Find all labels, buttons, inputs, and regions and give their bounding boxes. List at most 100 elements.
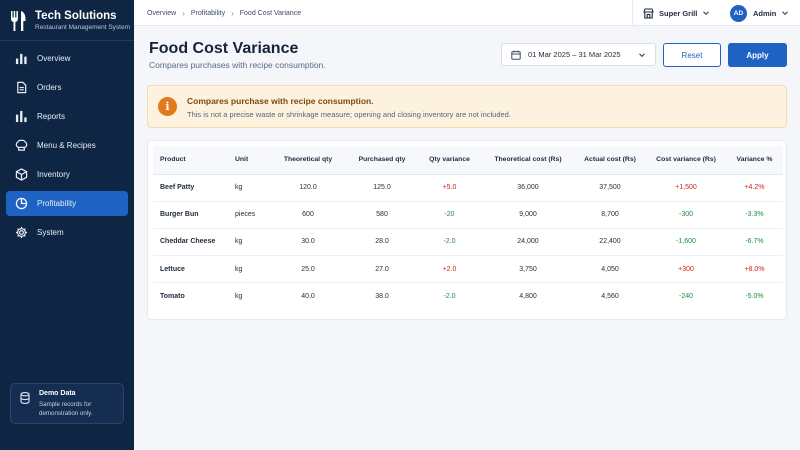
cell-theoretical-cost: 9,000 (482, 201, 574, 229)
cell-cost-variance: -1,600 (646, 228, 726, 257)
cell-theoretical-cost: 3,750 (482, 255, 574, 284)
sidebar-item-label: Inventory (37, 170, 70, 179)
sidebar-item-profitability[interactable]: Profitability (6, 191, 128, 216)
date-range-picker[interactable]: 01 Mar 2025 – 31 Mar 2025 (501, 43, 656, 66)
breadcrumb-profitability[interactable]: Profitability (190, 10, 226, 17)
cell-cost-variance: +1,500 (646, 174, 726, 202)
chevron-down-icon (703, 11, 710, 16)
variance-table: Product Unit Theoretical qty Purchased q… (153, 146, 783, 310)
info-alert: i Compares purchase with recipe consumpt… (147, 85, 787, 128)
cell-qty-variance: -20 (417, 201, 482, 229)
breadcrumb: Overview › Profitability › Food Cost Var… (147, 9, 301, 18)
cell-actual-cost: 8,700 (574, 201, 646, 229)
cell-cost-variance: -240 (678, 293, 693, 301)
brand[interactable]: Tech Solutions Restaurant Management Sys… (10, 8, 134, 36)
chevron-down-icon (639, 53, 645, 58)
store-icon (643, 7, 654, 19)
box-icon (14, 168, 28, 182)
chef-hat-icon (14, 139, 28, 153)
sidebar-item-menu-recipes[interactable]: Menu & Recipes (6, 133, 128, 158)
column-header-theoretical-cost[interactable]: Theoretical cost (Rs) (482, 146, 574, 175)
sidebar-item-label: Menu & Recipes (37, 141, 96, 150)
cell-qty-variance: +5.0 (417, 174, 482, 202)
store-selector[interactable]: Super Grill (643, 6, 710, 20)
cell-purchased-qty: 27.0 (347, 255, 417, 284)
table-row[interactable]: Lettuce kg 25.0 27.0 +2.0 3,750 4,050 +3… (153, 255, 783, 284)
cell-actual-cost: 4,050 (574, 255, 646, 284)
cell-qty-variance: -2.0 (417, 228, 482, 257)
top-bar: Overview › Profitability › Food Cost Var… (134, 0, 800, 26)
avatar: AD (730, 4, 747, 22)
sidebar: Tech Solutions Restaurant Management Sys… (0, 0, 134, 450)
column-header-cost-variance[interactable]: Cost variance (Rs) (646, 146, 726, 175)
table-row[interactable]: Beef Patty kg 120.0 125.0 +5.0 36,000 37… (153, 174, 783, 202)
user-menu[interactable]: AD Admin (730, 4, 789, 22)
utensils-logo-icon (11, 11, 26, 31)
calendar-icon (511, 50, 521, 60)
column-header-unit[interactable]: Unit (231, 146, 269, 175)
apply-button[interactable]: Apply (728, 43, 787, 67)
cell-theoretical-qty: 30.0 (269, 228, 347, 257)
cell-cost-variance: +300 (646, 255, 726, 284)
column-header-variance-pct[interactable]: Variance % (726, 146, 783, 175)
demo-data-title: Demo Data (39, 390, 76, 397)
document-icon (14, 81, 28, 95)
bar-chart-icon (14, 52, 28, 66)
sidebar-item-inventory[interactable]: Inventory (6, 162, 128, 187)
cell-variance-pct: -6.7% (726, 228, 783, 257)
cell-theoretical-cost: 4,800 (519, 293, 537, 301)
sidebar-item-label: Orders (37, 83, 62, 92)
breadcrumb-overview[interactable]: Overview (147, 10, 177, 17)
table-row[interactable]: Cheddar Cheese kg 30.0 28.0 -2.0 24,000 … (153, 228, 783, 257)
cell-unit: kg (231, 255, 269, 284)
page-title: Food Cost Variance (149, 40, 299, 57)
cell-theoretical-qty: 40.0 (301, 293, 315, 301)
column-header-product[interactable]: Product (153, 146, 231, 175)
cell-theoretical-qty: 120.0 (269, 174, 347, 202)
column-header-actual-cost[interactable]: Actual cost (Rs) (574, 146, 646, 175)
cell-actual-cost: 22,400 (574, 228, 646, 257)
cell-variance-pct: -3.3% (726, 201, 783, 229)
date-range-value: 01 Mar 2025 – 31 Mar 2025 (528, 50, 621, 59)
cell-unit: pieces (231, 201, 269, 229)
cell-unit: kg (231, 174, 269, 202)
breadcrumb-current: Food Cost Variance (239, 10, 302, 17)
cell-purchased-qty: 125.0 (347, 174, 417, 202)
brand-subtitle: Restaurant Management System (35, 24, 131, 31)
brand-title: Tech Solutions (35, 10, 117, 22)
cell-variance-pct: -5.0% (745, 293, 764, 301)
cell-product: Beef Patty (153, 174, 231, 202)
cell-unit: kg (231, 228, 269, 257)
table-row[interactable]: Tomato kg 40.0 38.0 -2.0 4,800 4,560 -24… (153, 283, 783, 310)
store-name: Super Grill (659, 8, 698, 18)
cell-theoretical-qty: 25.0 (269, 255, 347, 284)
sidebar-item-overview[interactable]: Overview (6, 46, 128, 71)
sidebar-item-reports[interactable]: Reports (6, 104, 128, 129)
chevron-right-icon: › (231, 9, 234, 18)
sidebar-item-system[interactable]: System (6, 220, 128, 245)
chevron-down-icon (782, 11, 789, 16)
sidebar-item-orders[interactable]: Orders (6, 75, 128, 100)
sidebar-nav: Overview Orders Reports Menu & Recipes I… (6, 46, 128, 249)
alert-title: Compares purchase with recipe consumptio… (187, 96, 374, 106)
cell-qty-variance: +2.0 (417, 255, 482, 284)
cell-product: Cheddar Cheese (153, 228, 231, 257)
cell-product: Burger Bun (153, 201, 231, 229)
column-header-theoretical-qty[interactable]: Theoretical qty (269, 146, 347, 175)
pie-chart-icon (14, 197, 28, 211)
topbar-divider (632, 0, 633, 26)
sidebar-divider (0, 40, 134, 41)
database-icon (20, 392, 30, 404)
table-row[interactable]: Burger Bun pieces 600 580 -20 9,000 8,70… (153, 201, 783, 229)
alert-text: This is not a precise waste or shrinkage… (187, 110, 511, 119)
cell-unit: kg (235, 293, 243, 301)
reset-button[interactable]: Reset (663, 43, 721, 67)
info-icon: i (158, 97, 177, 116)
cell-cost-variance: -300 (646, 201, 726, 229)
demo-data-text: Sample records for demonstration only. (39, 401, 93, 417)
sidebar-item-label: Overview (37, 54, 71, 63)
column-header-qty-variance[interactable]: Qty variance (417, 146, 482, 175)
sidebar-item-label: Reports (37, 112, 66, 121)
column-header-purchased-qty[interactable]: Purchased qty (347, 146, 417, 175)
cell-product: Lettuce (153, 255, 231, 284)
